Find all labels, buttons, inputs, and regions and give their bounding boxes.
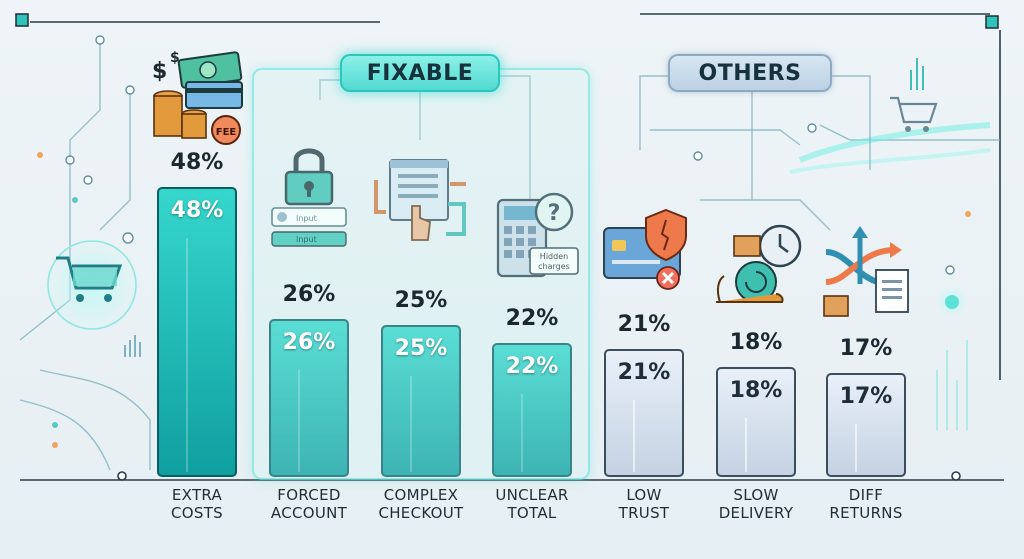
checkout-flow-icon (374, 159, 466, 241)
fee-tag-text: FEE (216, 127, 237, 138)
bar-complex-checkout (381, 325, 461, 477)
value-label-inside: 25% (394, 336, 448, 361)
bar-slow-delivery (716, 367, 796, 477)
dollar-sign-2: $ (170, 50, 180, 66)
category-label-line: EXTRA (171, 486, 223, 504)
value-label-inside: 48% (170, 198, 224, 223)
category-label-line: RETURNS (829, 504, 903, 522)
money-fee-icon: $ $ FEE (152, 50, 243, 145)
category-label: EXTRA COSTS (142, 486, 252, 522)
calculator-question-icon: ? Hidden charges (496, 192, 579, 278)
credit-card-shield-icon (603, 208, 687, 290)
bar-low-trust (604, 349, 684, 477)
category-label-line: UNCLEAR (495, 486, 569, 504)
left-circuit-decoration (19, 35, 151, 471)
category-label: UNCLEAR TOTAL (477, 486, 587, 522)
category-label-line: COMPLEX (383, 486, 459, 504)
input-field-2-text: Input (296, 235, 317, 244)
group-connectors (319, 75, 871, 200)
dollar-sign-1: $ (152, 59, 167, 84)
category-label: DIFF RETURNS (811, 486, 921, 522)
snail-clock-icon (716, 224, 802, 303)
input-field-1-text: Input (296, 214, 317, 223)
return-arrows-icon (823, 226, 909, 317)
fixable-group-panel (252, 68, 590, 480)
frame (15, 13, 1004, 481)
category-label-line: TRUST (618, 504, 670, 522)
category-label-line: LOW (626, 486, 662, 504)
fixable-group-label: FIXABLE (340, 54, 500, 92)
category-label-line: COSTS (171, 504, 223, 522)
value-label-inside: 18% (729, 378, 783, 403)
category-label: COMPLEX CHECKOUT (366, 486, 476, 522)
padlock-icon: Input Input (271, 148, 347, 247)
category-label-line: TOTAL (507, 504, 557, 522)
value-label-inside: 26% (282, 330, 336, 355)
category-label-line: DELIVERY (718, 504, 794, 522)
bar-forced-account (269, 319, 349, 477)
shopping-cart-icon (56, 256, 123, 302)
category-label-line: FORCED (277, 486, 341, 504)
others-group-label: OTHERS (668, 54, 832, 92)
value-label-inside: 22% (505, 354, 559, 379)
hidden-charges-line-1: Hidden (540, 252, 568, 261)
value-label-top: 18% (729, 330, 783, 355)
value-label-top: 48% (170, 150, 224, 175)
category-label: FORCED ACCOUNT (254, 486, 364, 522)
value-label-top: 26% (282, 282, 336, 307)
value-label-top: 22% (505, 306, 559, 331)
category-label: SLOW DELIVERY (701, 486, 811, 522)
value-label-top: 17% (839, 336, 893, 361)
bars-group (157, 187, 906, 477)
bar-unclear-total (492, 343, 572, 477)
hidden-charges-line-2: charges (538, 262, 570, 271)
category-label: LOW TRUST (589, 486, 699, 522)
right-circuit-decoration (650, 58, 1000, 430)
category-label-line: SLOW (733, 486, 779, 504)
value-label-top: 25% (394, 288, 448, 313)
value-label-inside: 21% (617, 360, 671, 385)
question-mark: ? (548, 201, 561, 226)
value-label-top: 21% (617, 312, 671, 337)
value-label-inside: 17% (839, 384, 893, 409)
category-label-line: ACCOUNT (270, 504, 348, 522)
bar-extra-costs (157, 187, 237, 477)
category-label-line: DIFF (848, 486, 884, 504)
bar-diff-returns (826, 373, 906, 477)
category-label-line: CHECKOUT (378, 504, 464, 522)
